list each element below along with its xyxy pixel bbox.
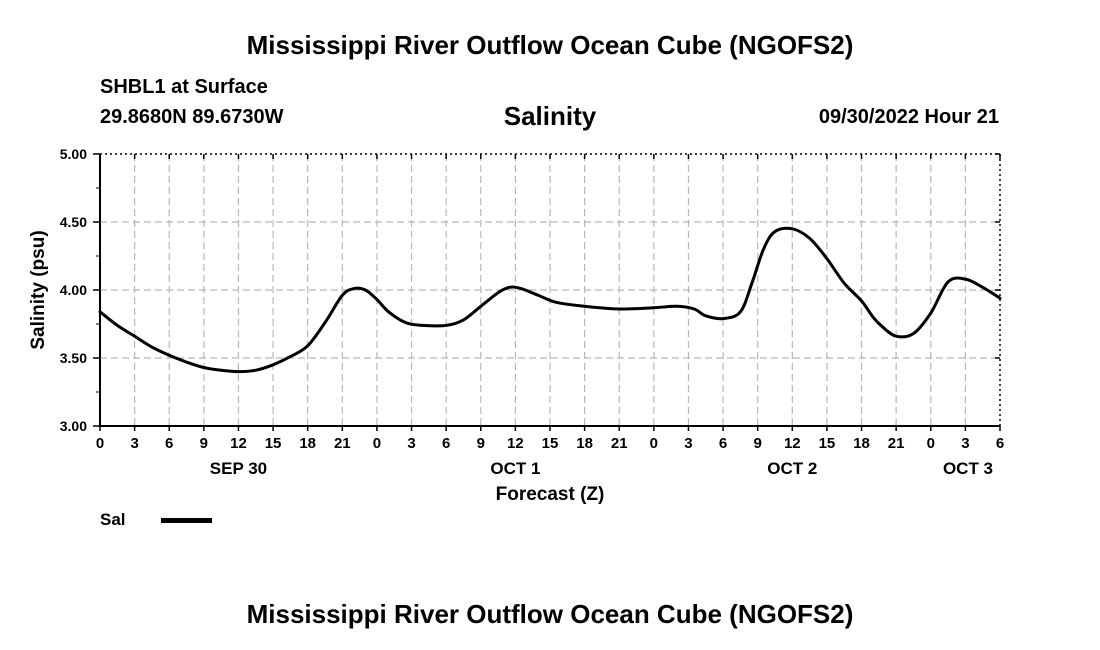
y-tick-label: 3.50 (60, 350, 87, 366)
x-tick-label: 15 (265, 435, 282, 452)
x-tick-label: 21 (888, 435, 905, 452)
x-tick-label: 3 (130, 435, 138, 452)
x-tick-label: 18 (853, 435, 870, 452)
date-label: OCT 1 (490, 459, 540, 478)
date-label: OCT 2 (767, 459, 817, 478)
x-tick-label: 6 (996, 435, 1004, 452)
x-tick-label: 3 (684, 435, 692, 452)
x-tick-label: 3 (407, 435, 415, 452)
station-label: SHBL1 at Surface (100, 76, 268, 98)
x-tick-label: 0 (650, 435, 658, 452)
x-tick-label: 6 (165, 435, 173, 452)
x-tick-label: 15 (542, 435, 559, 452)
y-tick-label: 5.00 (60, 146, 87, 162)
date-label: OCT 3 (943, 459, 993, 478)
y-tick-label: 3.00 (60, 418, 87, 434)
coordinates-label: 29.8680N 89.6730W (100, 106, 284, 128)
x-tick-label: 0 (373, 435, 381, 452)
datetime-label: 09/30/2022 Hour 21 (818, 106, 999, 128)
x-tick-label: 18 (576, 435, 593, 452)
date-label: SEP 30 (210, 459, 267, 478)
x-tick-label: 21 (611, 435, 628, 452)
y-tick-label: 4.00 (60, 282, 87, 298)
x-tick-label: 9 (754, 435, 762, 452)
series-line-sal (98, 226, 1002, 374)
legend-line-swatch (161, 518, 212, 523)
chart-title: Mississippi River Outflow Ocean Cube (NG… (246, 30, 854, 60)
x-tick-label: 6 (442, 435, 450, 452)
x-tick-label: 9 (477, 435, 485, 452)
x-tick-label: 6 (719, 435, 727, 452)
footer-title: Mississippi River Outflow Ocean Cube (NG… (246, 599, 854, 629)
x-tick-label: 15 (819, 435, 836, 452)
x-tick-label: 21 (334, 435, 351, 452)
y-axis-label: Salinity (psu) (28, 230, 49, 349)
x-axis-label: Forecast (Z) (496, 484, 605, 505)
legend-label: Sal (100, 510, 126, 529)
x-tick-label: 12 (230, 435, 247, 452)
x-tick-label: 18 (299, 435, 316, 452)
x-tick-label: 9 (200, 435, 208, 452)
x-tick-label: 3 (961, 435, 969, 452)
x-tick-label: 0 (927, 435, 935, 452)
variable-title: Salinity (503, 101, 597, 131)
x-tick-label: 12 (507, 435, 524, 452)
y-tick-label: 4.50 (60, 214, 87, 230)
x-tick-label: 12 (784, 435, 801, 452)
x-tick-label: 0 (96, 435, 104, 452)
